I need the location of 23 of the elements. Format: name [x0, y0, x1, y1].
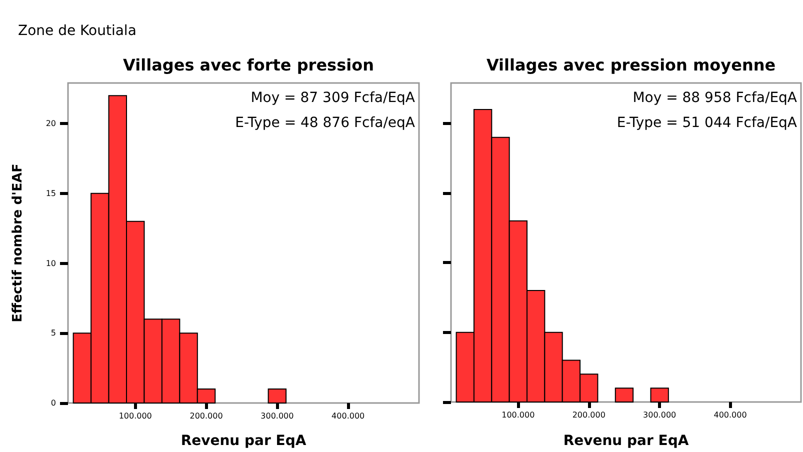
x-tick-label: 100.000	[502, 410, 535, 420]
chart-subtitle: Zone de Koutiala	[18, 23, 136, 39]
y-tick-label: 0	[50, 398, 56, 408]
annotation: Moy = 87 309 Fcfa/EqA	[250, 90, 416, 106]
y-axis-title: Effectif nombre d'EAF	[10, 164, 26, 322]
y-tick-label: 10	[46, 258, 56, 268]
chart-title: Villages avec pression moyenne	[486, 56, 776, 74]
annotation: E-Type = 48 876 Fcfa/eqA	[235, 115, 416, 131]
chart-title: Villages avec forte pression	[123, 56, 374, 74]
x-tick-label: 400.000	[332, 412, 365, 420]
y-tick-label: 5	[50, 328, 56, 338]
x-tick-label: 100.000	[118, 412, 152, 420]
y-tick-label: 20	[46, 119, 56, 128]
x-tick-label: 300.000	[643, 410, 676, 420]
y-tick-label: 15	[46, 188, 56, 198]
annotation: E-Type = 51 044 Fcfa/EqA	[616, 115, 798, 131]
x-tick-label: 400.000	[714, 410, 747, 420]
x-axis-title: Revenu par EqA	[563, 433, 689, 449]
x-tick-label: 300.000	[260, 412, 294, 420]
annotation: Moy = 88 958 Fcfa/EqA	[632, 90, 798, 106]
x-tick-label: 200.000	[572, 410, 606, 420]
x-tick-label: 200.000	[190, 412, 223, 420]
x-axis-title: Revenu par EqA	[180, 433, 306, 449]
